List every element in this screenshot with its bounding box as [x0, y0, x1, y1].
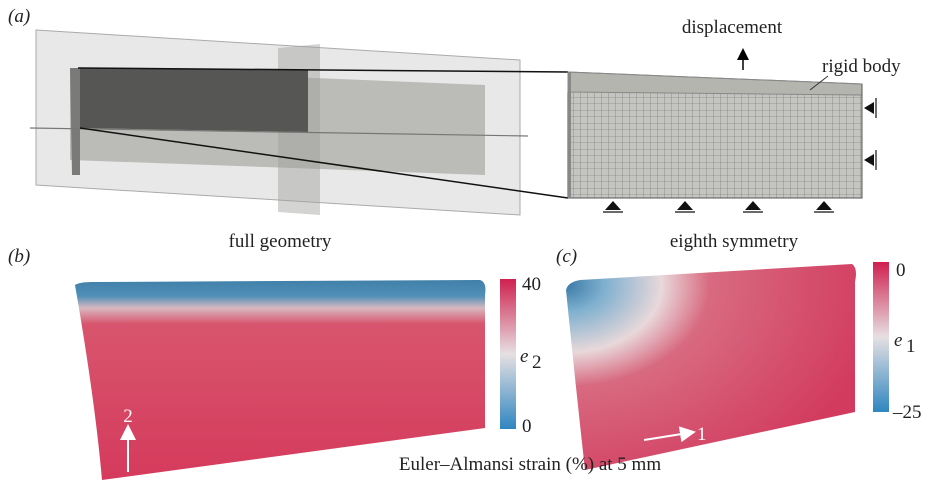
figure: (a) displacement rigid body full geometr… [0, 0, 934, 485]
colorbar-subscript: 1 [906, 336, 916, 357]
colorbar-tick: 40 [522, 274, 541, 295]
strain-field [75, 280, 485, 480]
colorbar-tick: 0 [896, 260, 906, 281]
colorbar [500, 279, 516, 429]
panel-label: (b) [8, 246, 30, 267]
figure-caption: Euler–Almansi strain (%) at 5 mm [399, 454, 661, 475]
caption: eighth symmetry [670, 231, 799, 252]
colorbar-tick: 0 [522, 416, 532, 437]
strain-field [566, 264, 856, 470]
colorbar [873, 262, 889, 412]
annotation: rigid body [822, 56, 901, 77]
colorbar-tick: –25 [892, 402, 922, 423]
arrow-label: 1 [697, 424, 707, 445]
panel-label: (a) [8, 6, 30, 27]
panel-label: (c) [556, 246, 577, 267]
colorbar-symbol: e [894, 330, 902, 351]
annotation: displacement [682, 17, 783, 38]
colorbar-symbol: e [520, 346, 528, 367]
arrow-label: 2 [123, 406, 133, 427]
colorbar-subscript: 2 [532, 352, 542, 373]
eighth-model [568, 72, 876, 212]
full-geometry [30, 30, 528, 215]
caption: full geometry [229, 231, 332, 252]
